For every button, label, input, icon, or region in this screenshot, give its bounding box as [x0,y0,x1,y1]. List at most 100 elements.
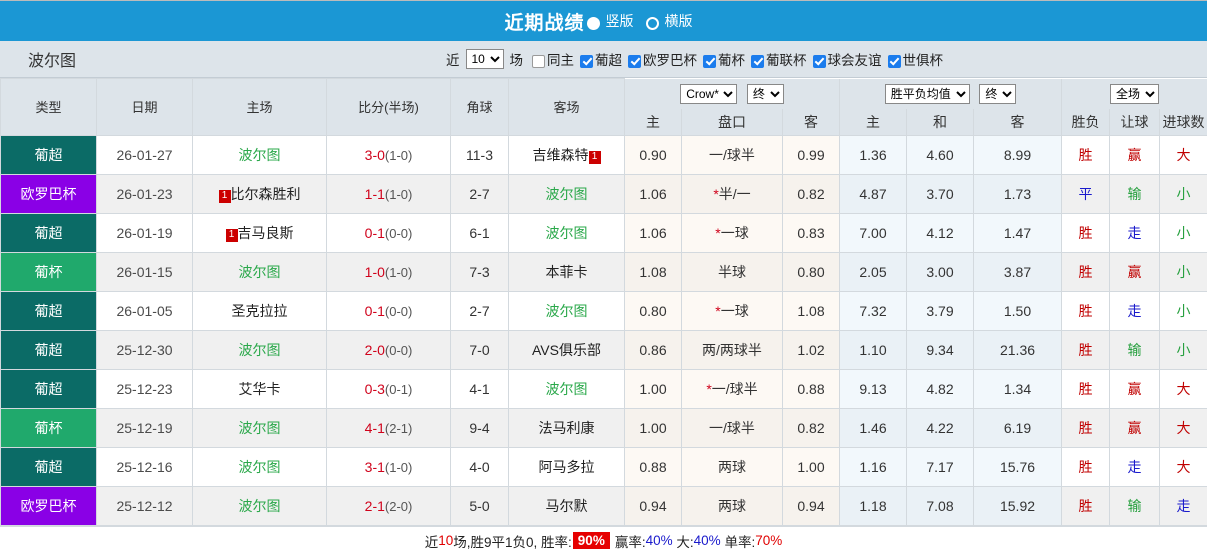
checkbox-label-portugal-cup[interactable]: 葡杯 [718,49,745,69]
checkbox-label-club-world-cup[interactable]: 世俱杯 [903,49,944,69]
cell-date: 26-01-23 [97,174,193,213]
summary-prefix: 近 [425,531,439,551]
radio-vertical-view[interactable] [587,17,600,30]
cell-odds-draw: 4.82 [907,369,974,408]
cell-handicap-away-odds: 0.80 [783,252,840,291]
summary-win-rate-badge: 90% [573,532,610,549]
cell-match-type: 葡超 [1,291,97,330]
cell-result-handicap: 输 [1110,330,1160,369]
cell-odds-draw: 3.79 [907,291,974,330]
checkbox-liga-portugal[interactable] [580,55,593,68]
cell-result-goals: 大 [1160,447,1207,486]
cell-handicap-line: *一球 [682,291,783,330]
checkbox-portugal-cup[interactable] [703,55,716,68]
cell-score: 3-1(1-0) [327,447,451,486]
header-wdl-home: 主 [840,109,907,136]
cell-corners: 2-7 [451,291,509,330]
radio-label-vertical[interactable]: 竖版 [606,11,634,31]
handicap-period-select[interactable]: 终 [747,84,784,104]
full-time-score: 3-1 [365,459,385,475]
checkbox-league-cup[interactable] [751,55,764,68]
handicap-selectors: Crow* 终 [625,79,840,109]
cell-match-type: 葡杯 [1,408,97,447]
cell-odds-draw: 3.00 [907,252,974,291]
checkbox-club-friendly[interactable] [813,55,826,68]
half-time-score: (2-1) [385,421,412,436]
home-team-name: 波尔图 [239,147,281,163]
rank-badge: 1 [226,229,238,242]
selector-row: 类型 日期 主场 比分(半场) 角球 客场 Crow* 终 胜平负均值 终 [1,79,1207,109]
cell-date: 25-12-19 [97,408,193,447]
cell-odds-draw: 7.17 [907,447,974,486]
cell-home-team: 波尔图 [193,135,327,174]
checkbox-club-world-cup[interactable] [888,55,901,68]
cell-odds-home-win: 2.05 [840,252,907,291]
team-name: 波尔图 [28,47,76,71]
cell-result-goals: 小 [1160,252,1207,291]
handicap-line-text: 一/球半 [709,420,755,436]
radio-label-horizontal[interactable]: 横版 [665,11,693,31]
cell-handicap-home-odds: 1.00 [625,408,682,447]
away-team-name: 波尔图 [546,186,588,202]
checkbox-label-league-cup[interactable]: 葡联杯 [766,49,807,69]
cell-handicap-away-odds: 1.00 [783,447,840,486]
cell-result-wdl: 胜 [1062,213,1110,252]
header-score: 比分(半场) [327,79,451,136]
wdl-selectors: 胜平负均值 终 [840,79,1062,109]
cell-handicap-line: 两球 [682,447,783,486]
odds-company-select[interactable]: Crow* [680,84,737,104]
checkbox-label-europa-league[interactable]: 欧罗巴杯 [643,49,697,69]
odds-type-select[interactable]: 胜平负均值 [885,84,970,104]
cell-home-team: 圣克拉拉 [193,291,327,330]
full-time-score: 2-0 [365,342,385,358]
cell-score: 0-1(0-0) [327,291,451,330]
cell-away-team: 波尔图 [509,213,625,252]
cell-away-team: 马尔默 [509,486,625,525]
cell-odds-away-win: 1.47 [974,213,1062,252]
odds-period-select[interactable]: 终 [979,84,1016,104]
cell-odds-away-win: 6.19 [974,408,1062,447]
cell-result-goals: 大 [1160,408,1207,447]
checkbox-same-home[interactable] [532,55,545,68]
checkbox-label-liga-portugal[interactable]: 葡超 [595,49,622,69]
scope-select[interactable]: 全场 [1110,84,1159,104]
checkbox-label-club-friendly[interactable]: 球会友谊 [828,49,882,69]
cell-home-team: 波尔图 [193,408,327,447]
radio-horizontal-view[interactable] [646,17,659,30]
cell-odds-away-win: 15.76 [974,447,1062,486]
away-team-name: 吉维森特 [533,147,589,163]
filter-controls: 近 10 场 同主 葡超 欧罗巴杯 葡杯 葡联杯 球会友谊 世俱杯 [443,49,1207,69]
handicap-line-text: 一/球半 [712,381,758,397]
checkbox-label-same-home[interactable]: 同主 [547,49,574,69]
cell-result-wdl: 胜 [1062,369,1110,408]
cell-home-team: 波尔图 [193,330,327,369]
cell-result-wdl: 胜 [1062,135,1110,174]
summary-match-count: 10 [438,533,453,548]
filter-bar: 波尔图 近 10 场 同主 葡超 欧罗巴杯 葡杯 葡联杯 球会友谊 世俱杯 [0,41,1207,78]
cell-away-team: 波尔图 [509,174,625,213]
cell-odds-away-win: 1.73 [974,174,1062,213]
summary-hdcp-label: 赢率: [615,531,646,551]
cell-odds-home-win: 1.16 [840,447,907,486]
rank-badge: 1 [589,151,601,164]
checkbox-europa-league[interactable] [628,55,641,68]
home-team-name: 波尔图 [239,420,281,436]
cell-odds-home-win: 1.36 [840,135,907,174]
recent-count-select[interactable]: 10 [466,49,504,69]
summary-odd-label: 单率: [724,531,755,551]
header-result-goals: 进球数 [1160,109,1207,136]
cell-date: 26-01-27 [97,135,193,174]
